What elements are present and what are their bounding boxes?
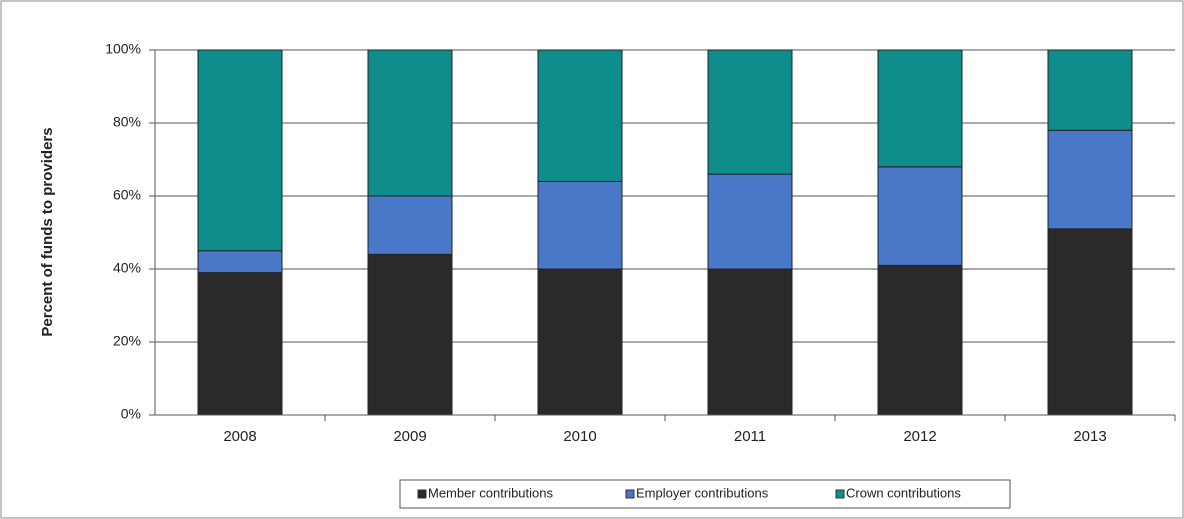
x-tick-label: 2013 xyxy=(1073,428,1106,445)
y-tick-label: 40% xyxy=(113,260,141,276)
legend-box xyxy=(399,479,1011,509)
y-tick-label: 0% xyxy=(121,406,141,422)
bar-segment xyxy=(367,49,453,197)
bar-segment xyxy=(1047,129,1133,230)
y-tick-label: 20% xyxy=(113,333,141,349)
bar-segment xyxy=(877,264,963,416)
legend-swatch xyxy=(417,489,427,499)
bar-segment xyxy=(1047,228,1133,416)
bar-segment xyxy=(197,250,283,274)
bar-segment xyxy=(537,49,623,182)
legend-swatch xyxy=(835,489,845,499)
y-tick-label: 80% xyxy=(113,114,141,130)
x-tick-label: 2009 xyxy=(393,428,426,445)
x-tick-label: 2010 xyxy=(563,428,596,445)
bar-segment xyxy=(197,49,283,252)
y-tick-label: 60% xyxy=(113,187,141,203)
bar-segment xyxy=(877,166,963,266)
bar-segment xyxy=(537,180,623,270)
bar-segment xyxy=(707,268,793,416)
bar-segment xyxy=(537,268,623,416)
x-tick-label: 2012 xyxy=(903,428,936,445)
bar-segment xyxy=(707,49,793,175)
bar-segment xyxy=(197,272,283,416)
x-tick-label: 2008 xyxy=(223,428,256,445)
bar-segment xyxy=(1047,49,1133,131)
x-tick-label: 2011 xyxy=(734,428,766,445)
legend-label: Crown contributions xyxy=(846,485,961,500)
legend-swatch xyxy=(625,489,635,499)
legend-label: Employer contributions xyxy=(636,485,769,500)
bar-segment xyxy=(877,49,963,168)
y-axis-label: Percent of funds to providers xyxy=(39,127,56,336)
legend-label: Member contributions xyxy=(428,485,553,500)
bar-segment xyxy=(367,253,453,416)
bar-segment xyxy=(707,173,793,270)
bar-segment xyxy=(367,195,453,255)
y-tick-label: 100% xyxy=(105,41,141,57)
